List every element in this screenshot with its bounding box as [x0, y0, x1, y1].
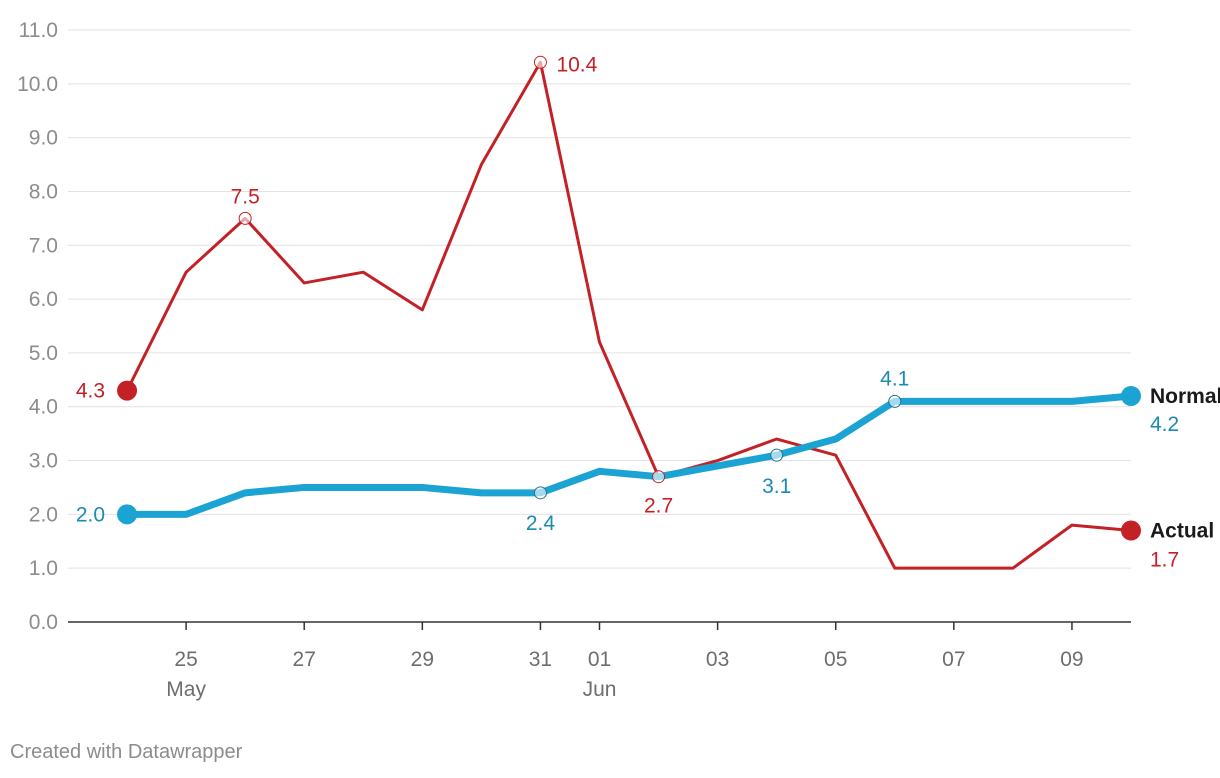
endpoint-marker-normal	[117, 504, 138, 525]
y-tick-label: 10.0	[17, 73, 58, 96]
endpoint-marker-normal	[1121, 385, 1141, 406]
y-tick-label: 2.0	[29, 503, 58, 526]
highlight-marker-normal	[533, 486, 547, 500]
highlight-marker-actual	[652, 470, 666, 484]
y-tick-label: 6.0	[29, 288, 58, 311]
value-label-normal: 2.4	[526, 512, 556, 535]
series-line-actual	[125, 60, 1133, 570]
value-label-normal: 4.1	[880, 367, 909, 390]
highlight-marker-actual	[238, 211, 252, 225]
value-label-actual: 2.7	[644, 495, 673, 518]
y-tick-label: 0.0	[29, 611, 58, 634]
x-tick-label: 09	[1060, 648, 1083, 671]
series-lines	[123, 60, 1135, 570]
series-line-normal	[123, 392, 1135, 518]
y-tick-label: 5.0	[29, 342, 58, 365]
value-label-normal: 3.1	[762, 475, 791, 498]
x-tick-label: 01	[588, 648, 611, 671]
y-tick-label: 1.0	[29, 557, 58, 580]
value-label-normal: 2.0	[76, 503, 105, 526]
x-tick-month-label: Jun	[583, 678, 617, 701]
value-label-actual: 4.3	[76, 380, 105, 403]
x-tick-label: 25	[174, 648, 197, 671]
highlight-marker-actual	[533, 55, 547, 69]
y-axis-ticks: 0.0 1.0 2.0 3.0 4.0 5.0 6.0 7.0 8.0 9.0 10.0 11.0	[17, 19, 58, 634]
value-label-normal: 4.2	[1150, 413, 1179, 436]
y-tick-label: 8.0	[29, 180, 58, 203]
value-labels: 2.0 2.4 3.1 4.1 4.2 Normal 4.3 7.5 10.4 2.7 1.7 Act…	[76, 53, 1220, 571]
x-tick-label: 03	[706, 648, 729, 671]
endpoint-marker-actual	[117, 380, 138, 401]
x-tick-label: 07	[942, 648, 965, 671]
series-name-label-actual: Actual	[1150, 520, 1214, 543]
series-name-label-normal: Normal	[1150, 385, 1220, 408]
value-label-actual: 7.5	[231, 185, 260, 208]
x-tick-label: 05	[824, 648, 847, 671]
highlight-marker-normal	[770, 448, 784, 462]
credit-text: Created with Datawrapper	[10, 741, 243, 763]
y-tick-label: 9.0	[29, 127, 58, 150]
gridlines	[68, 29, 1131, 569]
y-tick-label: 11.0	[19, 19, 58, 42]
y-tick-label: 4.0	[29, 396, 58, 419]
x-axis: 25 May 27 29 31 01 Jun 03 05 07 09	[68, 621, 1131, 701]
highlight-marker-normal	[888, 394, 902, 408]
x-tick-label: 31	[529, 648, 552, 671]
value-label-actual: 1.7	[1150, 549, 1179, 572]
y-tick-label: 7.0	[29, 234, 58, 257]
y-tick-label: 3.0	[29, 450, 58, 473]
series-markers	[117, 55, 1141, 541]
endpoint-marker-actual	[1121, 520, 1141, 541]
x-tick-label: 29	[411, 648, 434, 671]
value-label-actual: 10.4	[556, 53, 597, 76]
x-tick-label: 27	[293, 648, 316, 671]
x-tick-month-label: May	[166, 678, 206, 701]
